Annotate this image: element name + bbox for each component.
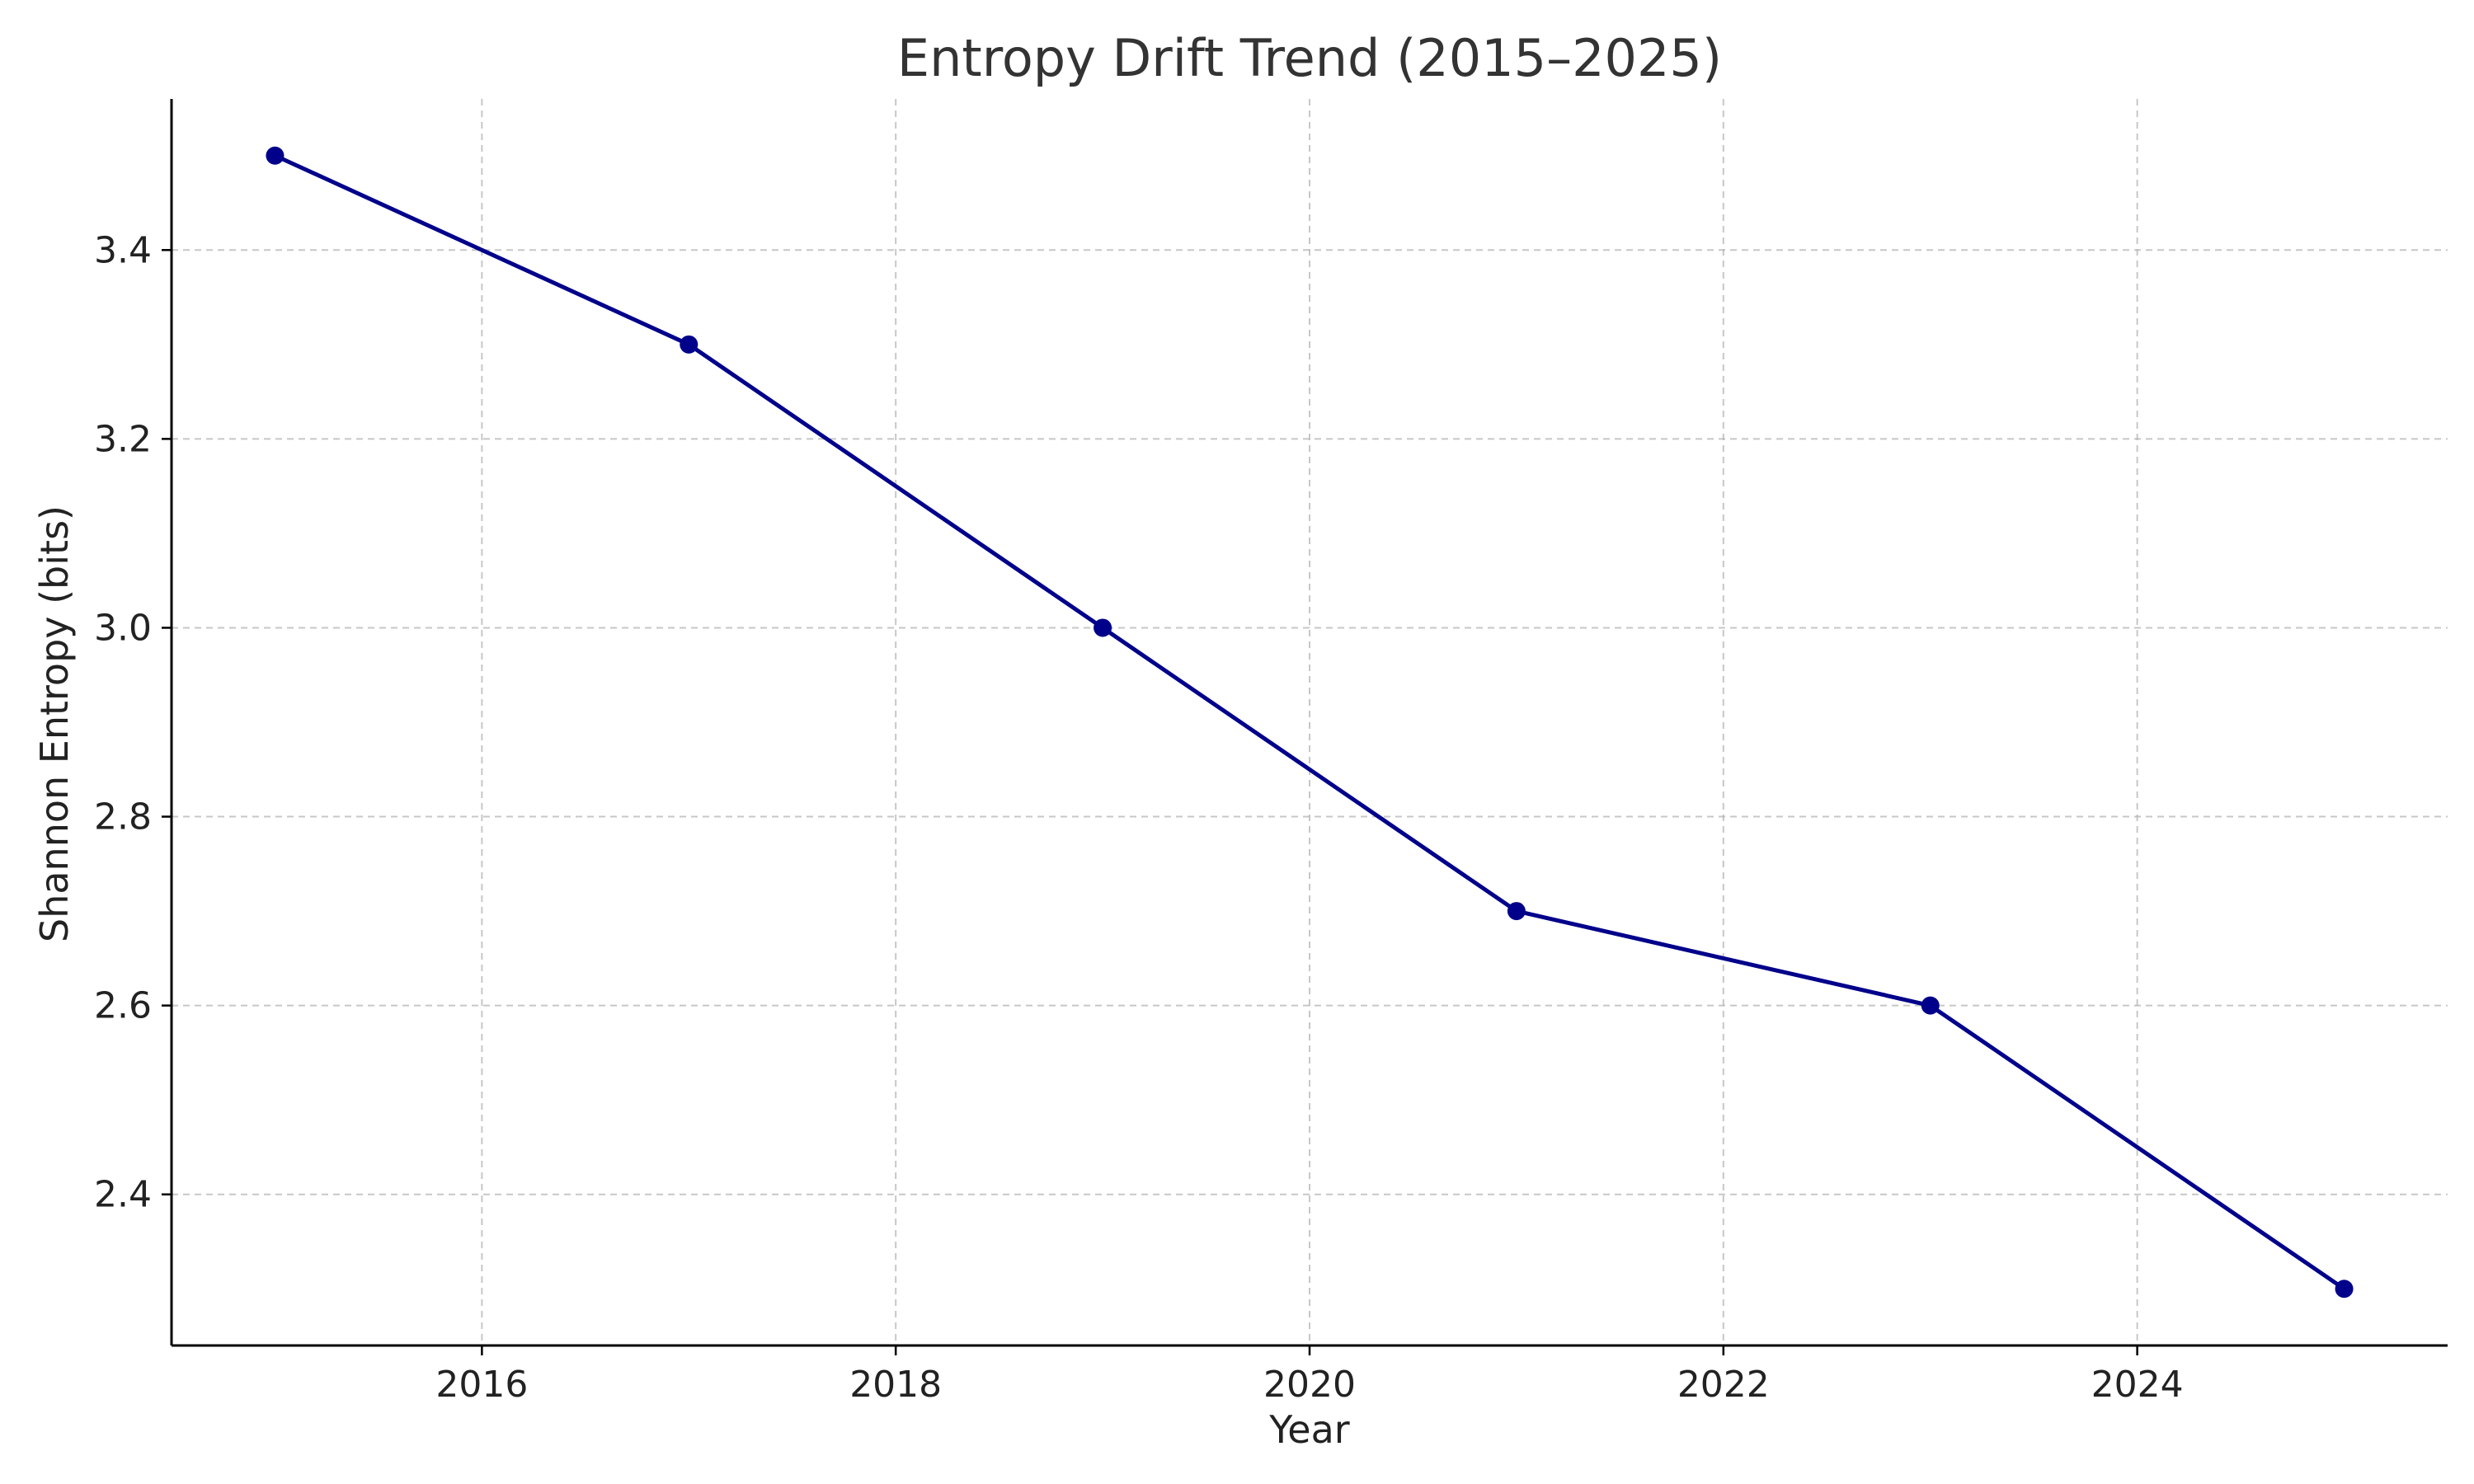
x-tick-label: 2022 bbox=[1677, 1364, 1770, 1406]
data-point-2019 bbox=[1094, 618, 1112, 637]
y-tick-label: 3.4 bbox=[94, 229, 152, 271]
series bbox=[266, 146, 2354, 1298]
data-point-2015 bbox=[266, 146, 285, 165]
y-axis-title: Shannon Entropy (bits) bbox=[32, 505, 77, 942]
x-axis-title: Year bbox=[1268, 1407, 1349, 1452]
y-tick-label: 2.8 bbox=[94, 796, 152, 838]
x-tick-label: 2016 bbox=[435, 1364, 528, 1406]
data-point-2021 bbox=[1507, 902, 1526, 921]
chart-title: Entropy Drift Trend (2015–2025) bbox=[897, 28, 1722, 88]
y-tick-label: 3.0 bbox=[94, 607, 152, 649]
y-tick-label: 3.2 bbox=[94, 418, 152, 460]
x-tick-label: 2020 bbox=[1263, 1364, 1356, 1406]
y-tick-label: 2.6 bbox=[94, 985, 152, 1027]
x-tick-label: 2024 bbox=[2091, 1364, 2184, 1406]
data-point-2025 bbox=[2335, 1280, 2354, 1298]
series-line bbox=[272, 153, 2347, 1291]
grid bbox=[172, 99, 2448, 1345]
ticks: 2016 2018 2020 2022 2024 2.4 2.6 2.8 3.0 3.2 3.4 bbox=[94, 229, 2184, 1406]
y-tick-label: 2.4 bbox=[94, 1174, 152, 1216]
data-point-2017 bbox=[680, 335, 698, 354]
data-point-2023 bbox=[1921, 996, 1940, 1015]
x-tick-label: 2018 bbox=[849, 1364, 942, 1406]
